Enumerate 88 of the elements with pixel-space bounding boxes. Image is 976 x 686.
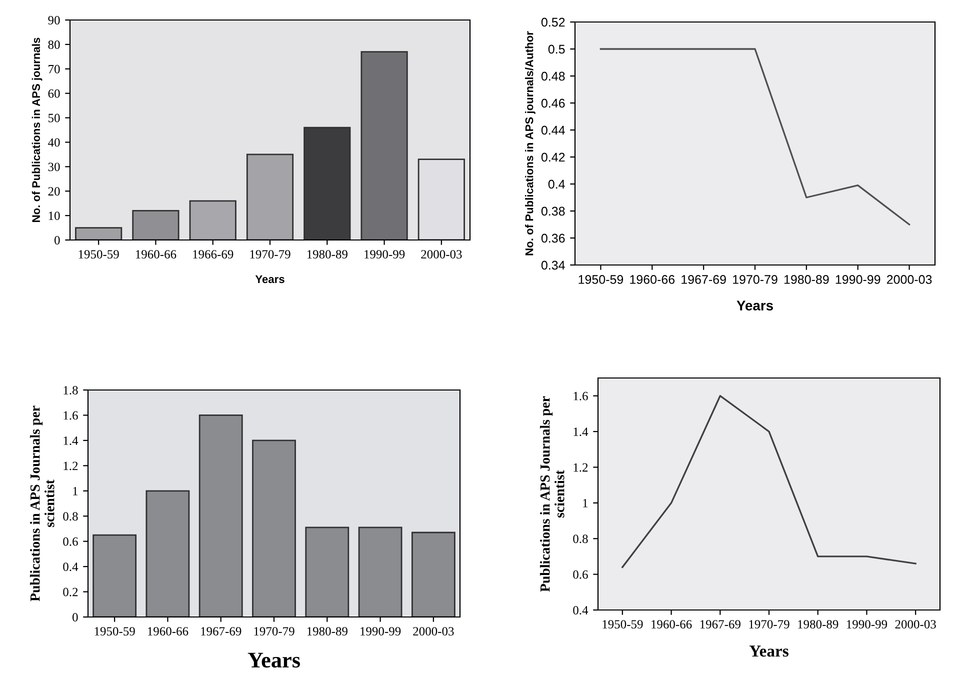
y-tick-label: 0.2 [63, 588, 78, 596]
x-tick-label: 1990-99 [846, 620, 888, 629]
y-tick-label: 1.2 [574, 463, 588, 472]
x-tick-label: 2000-03 [413, 627, 454, 636]
y-tick-label: 0.8 [573, 534, 588, 544]
x-tick-label: 2000-03 [895, 620, 936, 629]
x-tick-label: 1960-66 [136, 250, 176, 259]
y-tick-label: 1.4 [574, 428, 588, 436]
y-tick-label: 1.8 [64, 386, 78, 395]
bar [132, 210, 180, 240]
bar [92, 534, 137, 617]
x-tick-label: 1980-89 [307, 250, 348, 259]
bar [246, 154, 294, 240]
y-tick-label: 1 [583, 499, 588, 508]
x-tick-label: 1960-66 [652, 620, 692, 629]
y-tick-label: 1 [73, 486, 78, 496]
y-tick-label: 0.8 [63, 512, 78, 521]
y-axis-title: Publications in APS Journals per scientist [30, 406, 54, 602]
x-tick-label: 1970-79 [254, 627, 294, 636]
line-series [622, 395, 916, 568]
x-tick-label: 1966-69 [193, 250, 234, 259]
x-tick-label: 2000-03 [421, 250, 462, 259]
x-tick-label: 1990-99 [836, 275, 880, 284]
x-tick-label: 1967-69 [700, 620, 740, 629]
y-tick-label: 30 [48, 162, 60, 172]
bar [360, 51, 408, 240]
y-tick-label: 0 [54, 236, 60, 244]
x-axis-title: Years [749, 646, 788, 657]
y-tick-label: 0.36 [541, 234, 565, 243]
y-tick-label: 0.44 [541, 126, 565, 135]
y-tick-label: 40 [48, 138, 60, 147]
x-tick-label: 1970-79 [733, 275, 778, 284]
y-tick-label: 50 [48, 114, 60, 122]
x-tick-label: 1950-59 [78, 250, 119, 259]
y-tick-label: 0 [72, 613, 78, 622]
y-tick-label: 0.5 [548, 44, 565, 54]
y-tick-label: 60 [48, 89, 60, 98]
y-tick-label: 90 [48, 16, 60, 24]
y-tick-label: 0.42 [541, 152, 565, 162]
y-tick-label: 1.4 [64, 436, 78, 445]
y-tick-label: 0.38 [541, 206, 565, 216]
y-tick-label: 0.6 [63, 537, 78, 546]
y-tick-label: 0.4 [573, 606, 588, 615]
x-tick-label: 2000-03 [886, 275, 932, 284]
line-series [600, 48, 910, 226]
y-tick-label: 0.46 [541, 98, 565, 108]
x-axis-title: Years [248, 652, 300, 668]
y-tick-label: 80 [48, 40, 60, 49]
bar [75, 227, 122, 240]
bar [358, 526, 402, 617]
bar [146, 490, 190, 617]
x-tick-label: 1950-59 [578, 275, 624, 284]
y-axis-title: Publications in APS Journals per scientist [540, 396, 564, 592]
y-axis-title: No. of Publications in APS journals [32, 38, 42, 222]
y-tick-label: 0.34 [541, 260, 565, 270]
bar [252, 440, 296, 617]
y-axis-title: No. of Publications in APS journals/Author [525, 31, 536, 256]
y-tick-label: 1.6 [574, 392, 588, 400]
bar [411, 532, 456, 617]
y-tick-label: 0.4 [63, 562, 78, 572]
x-tick-label: 1950-59 [602, 620, 643, 629]
bar [304, 126, 351, 240]
x-tick-label: 1980-89 [798, 620, 838, 629]
y-tick-label: 20 [48, 187, 60, 196]
y-tick-label: 0.48 [541, 72, 565, 81]
x-tick-label: 1970-79 [250, 250, 290, 259]
x-tick-label: 1980-89 [307, 627, 348, 636]
x-tick-label: 1990-99 [360, 627, 401, 636]
x-tick-label: 1990-99 [364, 250, 405, 259]
x-tick-label: 1960-66 [148, 627, 188, 636]
y-tick-label: 1.6 [64, 411, 78, 420]
y-tick-label: 1.2 [64, 462, 78, 470]
x-tick-label: 1967-69 [201, 627, 242, 636]
y-tick-label: 70 [48, 64, 60, 74]
x-tick-label: 1960-66 [630, 275, 675, 284]
y-tick-label: 0.6 [573, 570, 588, 579]
x-tick-label: 1967-69 [682, 275, 726, 284]
y-tick-label: 0.4 [548, 180, 565, 189]
bar [189, 200, 236, 240]
x-tick-label: 1970-79 [749, 620, 790, 629]
bar [305, 526, 350, 617]
x-axis-title: Years [255, 275, 284, 284]
x-tick-label: 1980-89 [784, 275, 829, 284]
x-tick-label: 1950-59 [94, 627, 135, 636]
x-axis-title: Years [736, 300, 773, 310]
bar [198, 414, 243, 617]
y-tick-label: 0.52 [541, 18, 565, 27]
y-tick-label: 10 [48, 212, 60, 220]
